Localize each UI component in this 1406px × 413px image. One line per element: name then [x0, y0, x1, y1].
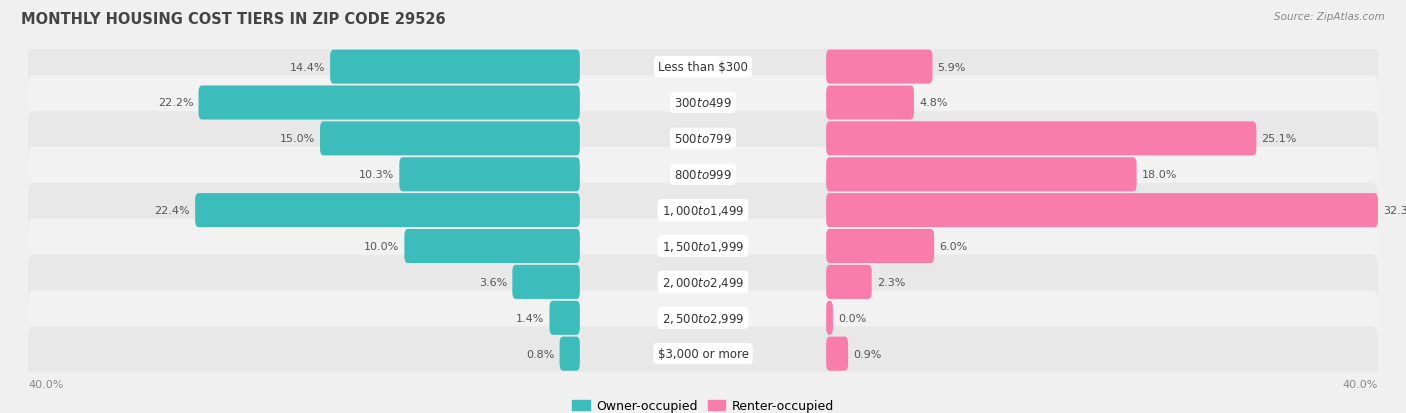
- FancyBboxPatch shape: [827, 86, 914, 120]
- Text: $1,500 to $1,999: $1,500 to $1,999: [662, 240, 744, 254]
- Text: $800 to $999: $800 to $999: [673, 169, 733, 181]
- FancyBboxPatch shape: [827, 158, 1136, 192]
- FancyBboxPatch shape: [198, 86, 579, 120]
- FancyBboxPatch shape: [195, 194, 579, 228]
- FancyBboxPatch shape: [405, 230, 579, 263]
- FancyBboxPatch shape: [827, 230, 934, 263]
- Text: $2,000 to $2,499: $2,000 to $2,499: [662, 275, 744, 289]
- Text: 0.0%: 0.0%: [838, 313, 866, 323]
- Text: 25.1%: 25.1%: [1261, 134, 1296, 144]
- FancyBboxPatch shape: [330, 50, 579, 85]
- FancyBboxPatch shape: [28, 255, 1378, 309]
- FancyBboxPatch shape: [827, 50, 932, 85]
- Text: 32.3%: 32.3%: [1384, 206, 1406, 216]
- Text: 22.4%: 22.4%: [155, 206, 190, 216]
- FancyBboxPatch shape: [827, 194, 1378, 228]
- FancyBboxPatch shape: [28, 219, 1378, 274]
- FancyBboxPatch shape: [28, 183, 1378, 238]
- Text: Less than $300: Less than $300: [658, 61, 748, 74]
- FancyBboxPatch shape: [28, 327, 1378, 381]
- Text: $2,500 to $2,999: $2,500 to $2,999: [662, 311, 744, 325]
- Text: Source: ZipAtlas.com: Source: ZipAtlas.com: [1274, 12, 1385, 22]
- Text: MONTHLY HOUSING COST TIERS IN ZIP CODE 29526: MONTHLY HOUSING COST TIERS IN ZIP CODE 2…: [21, 12, 446, 27]
- Text: 22.2%: 22.2%: [157, 98, 194, 108]
- FancyBboxPatch shape: [827, 337, 848, 371]
- FancyBboxPatch shape: [827, 301, 832, 335]
- FancyBboxPatch shape: [560, 337, 579, 371]
- FancyBboxPatch shape: [550, 301, 579, 335]
- Text: $500 to $799: $500 to $799: [673, 133, 733, 145]
- Text: 40.0%: 40.0%: [28, 380, 63, 389]
- Text: 18.0%: 18.0%: [1142, 170, 1177, 180]
- FancyBboxPatch shape: [28, 40, 1378, 95]
- Text: $300 to $499: $300 to $499: [673, 97, 733, 110]
- FancyBboxPatch shape: [399, 158, 579, 192]
- Text: 40.0%: 40.0%: [1343, 380, 1378, 389]
- Text: 14.4%: 14.4%: [290, 62, 325, 72]
- Text: $1,000 to $1,499: $1,000 to $1,499: [662, 204, 744, 218]
- Text: 15.0%: 15.0%: [280, 134, 315, 144]
- Text: 10.3%: 10.3%: [359, 170, 394, 180]
- Text: 4.8%: 4.8%: [920, 98, 948, 108]
- Text: 1.4%: 1.4%: [516, 313, 544, 323]
- FancyBboxPatch shape: [321, 122, 579, 156]
- Legend: Owner-occupied, Renter-occupied: Owner-occupied, Renter-occupied: [568, 394, 838, 413]
- FancyBboxPatch shape: [827, 122, 1257, 156]
- Text: 3.6%: 3.6%: [479, 277, 508, 287]
- FancyBboxPatch shape: [512, 265, 579, 299]
- Text: 2.3%: 2.3%: [877, 277, 905, 287]
- Text: 0.8%: 0.8%: [526, 349, 554, 359]
- FancyBboxPatch shape: [28, 291, 1378, 345]
- FancyBboxPatch shape: [28, 112, 1378, 166]
- Text: $3,000 or more: $3,000 or more: [658, 347, 748, 360]
- Text: 10.0%: 10.0%: [364, 242, 399, 252]
- Text: 0.9%: 0.9%: [853, 349, 882, 359]
- FancyBboxPatch shape: [28, 147, 1378, 202]
- FancyBboxPatch shape: [28, 76, 1378, 131]
- Text: 5.9%: 5.9%: [938, 62, 966, 72]
- Text: 6.0%: 6.0%: [939, 242, 967, 252]
- FancyBboxPatch shape: [827, 265, 872, 299]
